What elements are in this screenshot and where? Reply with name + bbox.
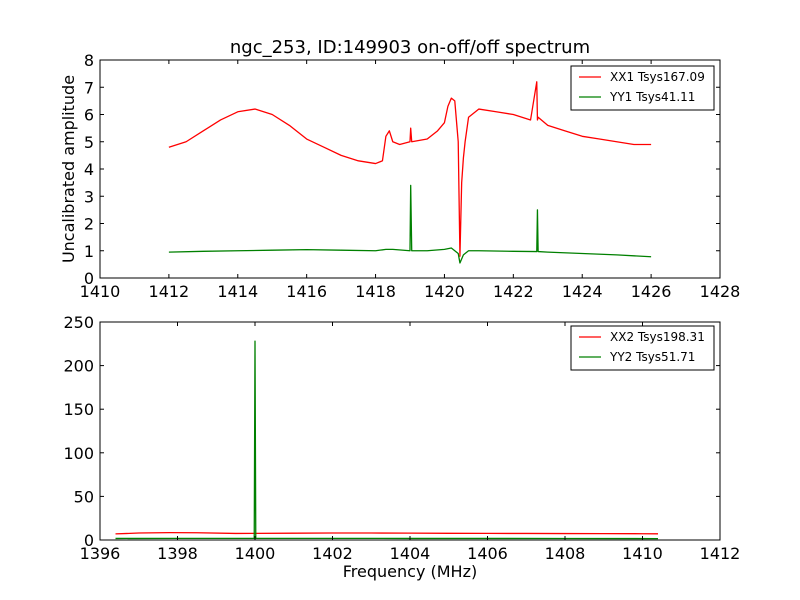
y-axis-label: Uncalibrated amplitude [59, 75, 78, 263]
x-tick-label: 1426 [631, 282, 672, 301]
x-tick-label: 1414 [217, 282, 258, 301]
y-tick-label: 1 [84, 242, 94, 261]
x-tick-label: 1418 [355, 282, 396, 301]
x-tick-label: 1410 [80, 282, 121, 301]
x-tick-label: 1398 [157, 544, 198, 563]
y-tick-label: 2 [84, 215, 94, 234]
series-group [168, 81, 652, 264]
series-line-yy1 [168, 184, 652, 264]
y-tick-label: 150 [63, 400, 94, 419]
y-tick-label: 0 [84, 531, 94, 550]
y-tick-label: 0 [84, 269, 94, 288]
x-tick-label: 1422 [493, 282, 534, 301]
y-tick-label: 100 [63, 444, 94, 463]
y-tick-label: 5 [84, 133, 94, 152]
x-axis-label: Frequency (MHz) [343, 562, 477, 581]
legend-entry: XX2 Tsys198.31 [610, 330, 705, 344]
legend-box [570, 325, 715, 371]
x-tick-label: 1396 [80, 544, 121, 563]
x-tick-label: 1402 [312, 544, 353, 563]
y-tick-label: 4 [84, 160, 94, 179]
x-tick-label: 1400 [235, 544, 276, 563]
bottom-panel: 1396 1398 1400 1402 1404 1406 1408 1410 1412 0 50 1… [63, 313, 740, 581]
x-tick-label: 1408 [545, 544, 586, 563]
y-tick-label: 8 [84, 51, 94, 70]
x-tick-label: 1424 [562, 282, 603, 301]
series-line-xx1 [168, 81, 652, 257]
x-tick-label: 1410 [622, 544, 663, 563]
series-line-xx2 [115, 531, 659, 535]
y-tick-label: 200 [63, 357, 94, 376]
y-tick-label: 6 [84, 106, 94, 125]
series-group [115, 340, 659, 540]
series-line-yy2 [115, 340, 659, 540]
x-tick-label: 1406 [467, 544, 508, 563]
y-tick-label: 250 [63, 313, 94, 332]
y-tick-label: 7 [84, 78, 94, 97]
x-tick-label: 1416 [286, 282, 327, 301]
legend-entry: YY2 Tsys51.71 [609, 350, 695, 364]
legend-box [570, 65, 715, 111]
x-tick-label: 1412 [149, 282, 190, 301]
legend-entry: YY1 Tsys41.11 [609, 90, 695, 104]
y-tick-label: 3 [84, 187, 94, 206]
figure-title: ngc_253, ID:149903 on-off/off spectrum [230, 37, 590, 58]
top-panel: 1410 1412 1414 1416 1418 1420 1422 1424 1426 1428… [59, 51, 740, 301]
x-tick-label: 1404 [390, 544, 431, 563]
y-tick-label: 50 [74, 487, 94, 506]
x-tick-label: 1412 [700, 544, 741, 563]
x-tick-label: 1428 [700, 282, 741, 301]
legend-entry: XX1 Tsys167.09 [610, 70, 705, 84]
x-tick-label: 1420 [424, 282, 465, 301]
